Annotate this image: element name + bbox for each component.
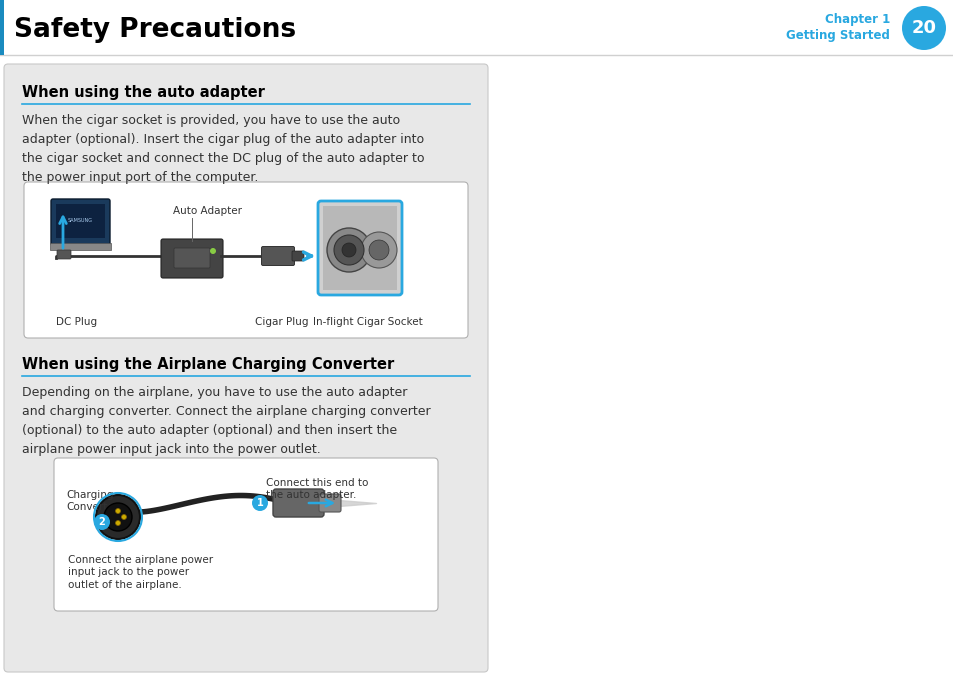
FancyBboxPatch shape — [51, 199, 110, 245]
Bar — [0, 0, 953, 55]
Text: Chapter 1: Chapter 1 — [824, 14, 889, 26]
Circle shape — [341, 243, 355, 257]
Circle shape — [121, 515, 127, 519]
FancyBboxPatch shape — [57, 250, 71, 259]
FancyBboxPatch shape — [161, 239, 223, 278]
FancyBboxPatch shape — [173, 248, 210, 268]
Bar — [56, 204, 105, 238]
Circle shape — [104, 503, 132, 531]
FancyBboxPatch shape — [292, 251, 304, 261]
Text: 20: 20 — [910, 19, 936, 37]
Text: Getting Started: Getting Started — [785, 30, 889, 43]
Text: DC Plug: DC Plug — [56, 317, 97, 327]
Circle shape — [901, 6, 945, 50]
Circle shape — [115, 508, 120, 513]
FancyBboxPatch shape — [54, 458, 437, 611]
Circle shape — [334, 235, 364, 265]
Bar — [323, 206, 396, 290]
FancyBboxPatch shape — [24, 182, 468, 338]
Circle shape — [252, 495, 268, 511]
Text: SAMSUNG: SAMSUNG — [68, 219, 92, 223]
FancyBboxPatch shape — [318, 494, 340, 512]
FancyBboxPatch shape — [4, 64, 488, 672]
Text: Auto Adapter: Auto Adapter — [172, 206, 242, 216]
Circle shape — [94, 514, 110, 530]
Text: When the cigar socket is provided, you have to use the auto
adapter (optional). : When the cigar socket is provided, you h… — [22, 114, 424, 184]
Circle shape — [360, 232, 396, 268]
FancyBboxPatch shape — [317, 201, 401, 295]
Circle shape — [115, 521, 120, 525]
Text: Depending on the airplane, you have to use the auto adapter
and charging convert: Depending on the airplane, you have to u… — [22, 386, 430, 456]
Text: When using the auto adapter: When using the auto adapter — [22, 85, 265, 100]
Text: Charging
Converter: Charging Converter — [66, 490, 118, 512]
Circle shape — [96, 495, 140, 539]
Text: In-flight Cigar Socket: In-flight Cigar Socket — [313, 317, 422, 327]
Circle shape — [210, 248, 215, 254]
Text: 2: 2 — [98, 517, 105, 527]
Circle shape — [369, 240, 389, 260]
Bar — [0, 0, 4, 55]
FancyBboxPatch shape — [273, 489, 324, 517]
Circle shape — [327, 228, 371, 272]
Text: 1: 1 — [256, 498, 263, 508]
Text: Cigar Plug: Cigar Plug — [254, 317, 308, 327]
Text: Connect this end to
the auto adapter.: Connect this end to the auto adapter. — [266, 478, 368, 500]
Text: Connect the airplane power
input jack to the power
outlet of the airplane.: Connect the airplane power input jack to… — [68, 555, 213, 590]
Text: Safety Precautions: Safety Precautions — [14, 17, 295, 43]
FancyBboxPatch shape — [261, 246, 294, 265]
FancyBboxPatch shape — [50, 243, 111, 250]
Text: When using the Airplane Charging Converter: When using the Airplane Charging Convert… — [22, 357, 394, 372]
